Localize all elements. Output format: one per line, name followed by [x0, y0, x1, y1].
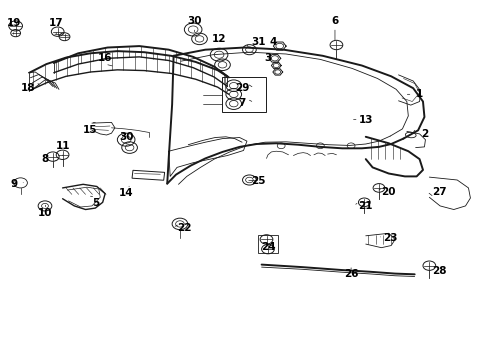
- Text: 27: 27: [431, 186, 446, 197]
- Text: 18: 18: [21, 83, 36, 93]
- Text: 30: 30: [187, 16, 202, 26]
- Text: 16: 16: [98, 53, 112, 63]
- Text: 2: 2: [420, 129, 427, 139]
- Text: 21: 21: [358, 201, 372, 211]
- Text: 31: 31: [250, 37, 265, 48]
- Text: 4: 4: [268, 37, 276, 48]
- Text: 24: 24: [260, 242, 275, 252]
- Text: 30: 30: [119, 132, 133, 142]
- Text: 6: 6: [331, 16, 338, 26]
- Bar: [132, 170, 164, 180]
- Text: 7: 7: [238, 98, 245, 108]
- Bar: [258, 235, 277, 253]
- Text: 11: 11: [55, 141, 70, 151]
- Bar: [222, 77, 265, 112]
- Text: 25: 25: [250, 176, 265, 186]
- Text: 3: 3: [264, 53, 271, 63]
- Text: 22: 22: [177, 222, 192, 233]
- Text: 15: 15: [83, 125, 98, 135]
- Text: 10: 10: [38, 208, 53, 218]
- Text: 5: 5: [92, 198, 99, 208]
- Text: 19: 19: [6, 18, 21, 28]
- Text: 9: 9: [10, 179, 17, 189]
- Text: 26: 26: [343, 269, 358, 279]
- Text: 1: 1: [415, 89, 422, 99]
- Text: 14: 14: [119, 188, 133, 198]
- Text: 13: 13: [358, 114, 372, 125]
- Text: 12: 12: [211, 34, 226, 44]
- Text: 29: 29: [234, 83, 249, 93]
- Text: 8: 8: [42, 154, 49, 164]
- Text: 23: 23: [382, 233, 397, 243]
- Text: 17: 17: [49, 18, 63, 28]
- Text: 20: 20: [381, 186, 395, 197]
- Text: 28: 28: [431, 266, 446, 276]
